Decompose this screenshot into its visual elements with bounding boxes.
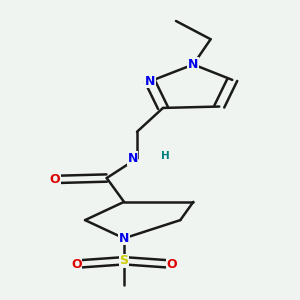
Text: O: O bbox=[71, 258, 82, 271]
Text: S: S bbox=[119, 254, 128, 267]
Text: O: O bbox=[50, 173, 60, 186]
Text: O: O bbox=[166, 258, 177, 271]
Text: N: N bbox=[119, 232, 129, 245]
Text: H: H bbox=[161, 151, 170, 160]
Text: N: N bbox=[145, 75, 155, 88]
Text: N: N bbox=[188, 58, 199, 71]
Text: N: N bbox=[128, 152, 138, 165]
